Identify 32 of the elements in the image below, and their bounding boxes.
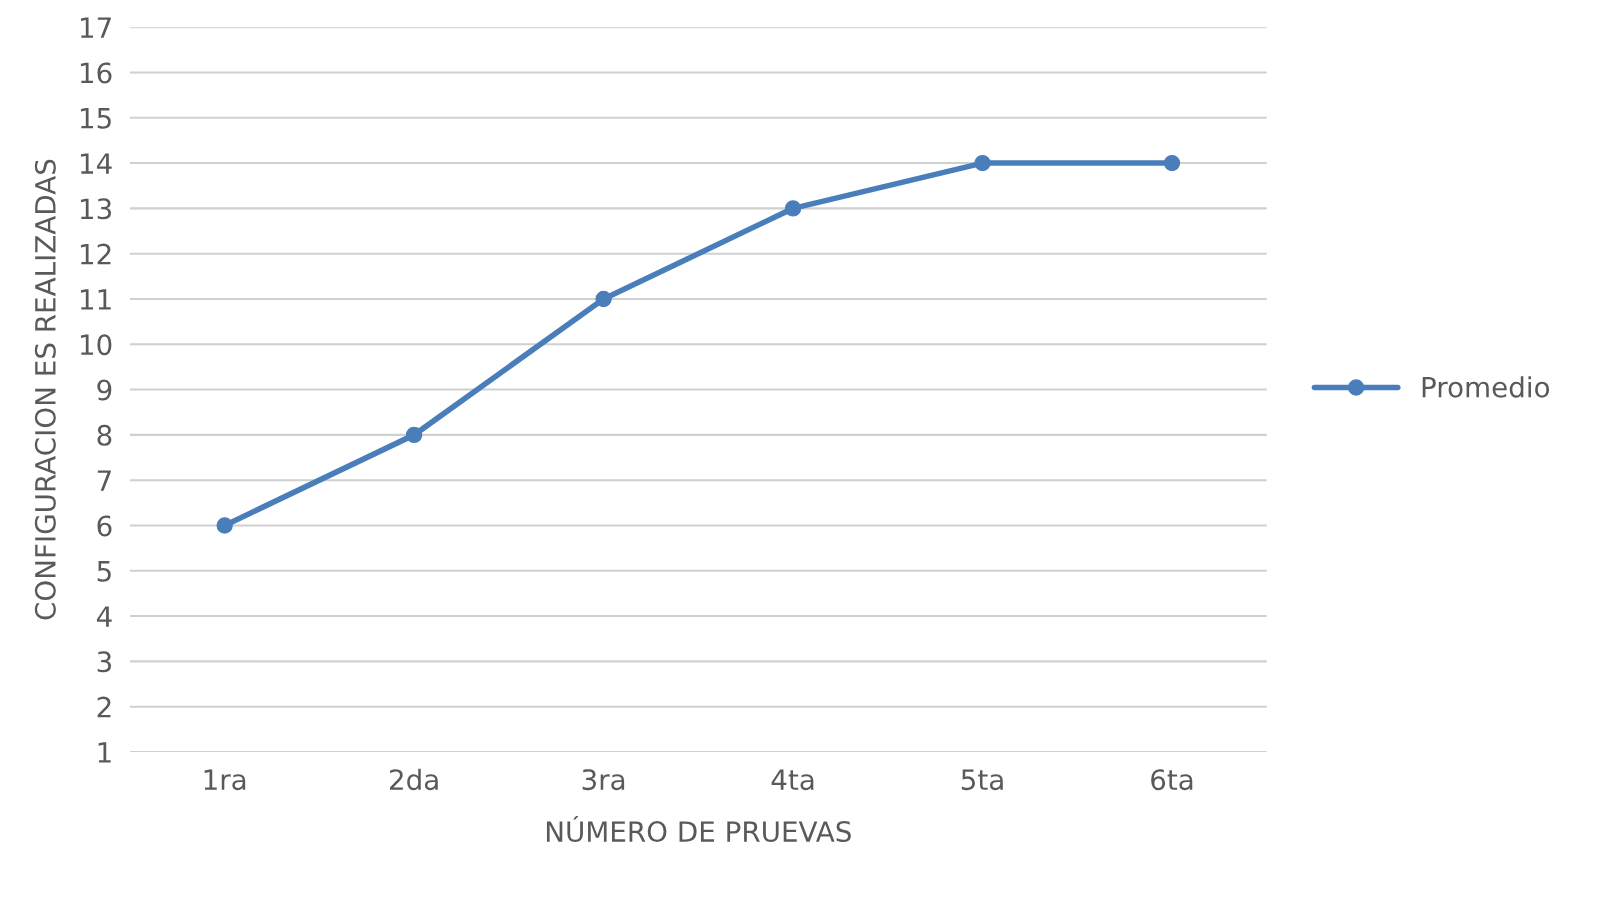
point: [595, 290, 612, 308]
y-tick-label: 11: [80, 289, 111, 310]
legend-label: Promedio: [1422, 376, 1550, 398]
y-tick-label: 15: [80, 108, 111, 129]
point: [784, 200, 802, 217]
y-tick-label: 16: [80, 62, 112, 84]
y-axis-title: CONFIGURACION ES REALIZADAS: [34, 159, 56, 620]
y-tick-label: 14: [80, 153, 112, 174]
x-tick-label: 1ra: [204, 769, 246, 791]
y-tick-label: 8: [97, 424, 112, 446]
y-tick-label: 12: [80, 243, 111, 265]
y-tick-label: 3: [97, 651, 112, 673]
y-tick-label: 1: [98, 742, 111, 763]
x-tick-label: 3ra: [582, 769, 625, 791]
x-tick-label: 2da: [389, 768, 438, 791]
point: [974, 154, 991, 172]
y-tick-label: 10: [80, 334, 112, 356]
y-tick-label: 4: [96, 606, 112, 627]
x-axis-title: NÚMERO DE PRUEVAS: [546, 815, 851, 843]
y-tick-label: 13: [80, 198, 112, 220]
y-tick-label: 2: [97, 696, 111, 718]
point: [1163, 154, 1181, 172]
x-tick-label: 5ta: [961, 769, 1003, 791]
y-tick-label: 7: [97, 470, 111, 491]
x-tick-label: 6ta: [1151, 769, 1193, 791]
y-tick-label: 9: [97, 379, 112, 401]
x-tick-label: 4ta: [771, 769, 814, 791]
y-tick-label: 17: [80, 17, 111, 38]
y-tick-label: 6: [97, 515, 112, 537]
y-tick-label: 5: [97, 561, 111, 582]
point: [405, 426, 423, 444]
point: [216, 517, 233, 534]
